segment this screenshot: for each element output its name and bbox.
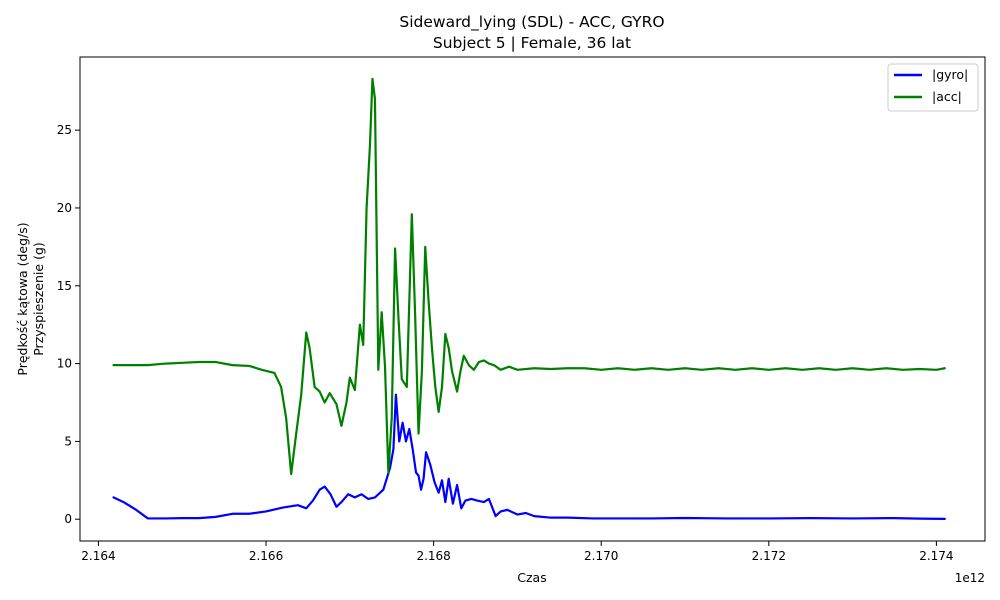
series-line-gyro (112, 393, 946, 520)
plot-frame (79, 56, 986, 542)
legend-label-gyro: |gyro| (932, 67, 968, 82)
y-tick-label: 10 (57, 357, 72, 371)
y-tick-label: 0 (64, 512, 72, 526)
x-axis-label: Czas (517, 570, 546, 585)
y-tick-label: 25 (57, 123, 72, 137)
x-tick-label: 2.164 (81, 549, 115, 563)
x-tick-label: 2.168 (416, 549, 450, 563)
series-layer (112, 77, 946, 520)
y-tick-label: 20 (57, 201, 72, 215)
y-axis-label-line-2: Przyspieszenie (g) (31, 242, 46, 356)
x-tick-label: 2.170 (584, 549, 618, 563)
chart-subtitle: Subject 5 | Female, 36 lat (433, 34, 631, 52)
y-axis-label-line-1: Prędkość kątowa (deg/s) (15, 222, 30, 375)
x-axis: 2.164 2.166 2.168 2.170 2.172 2.174 (81, 541, 954, 563)
legend: |gyro| |acc| (887, 63, 979, 112)
x-tick-label: 2.172 (752, 549, 786, 563)
series-line-acc (112, 77, 946, 476)
x-tick-label: 2.174 (919, 549, 953, 563)
x-tick-label: 2.166 (249, 549, 283, 563)
y-tick-label: 5 (64, 434, 72, 448)
x-axis-offset-label: 1e12 (955, 571, 985, 585)
legend-label-acc: |acc| (932, 89, 962, 104)
y-axis: 0 5 10 15 20 25 (57, 123, 80, 526)
chart-title: Sideward_lying (SDL) - ACC, GYRO (399, 13, 664, 32)
y-tick-label: 15 (57, 279, 72, 293)
